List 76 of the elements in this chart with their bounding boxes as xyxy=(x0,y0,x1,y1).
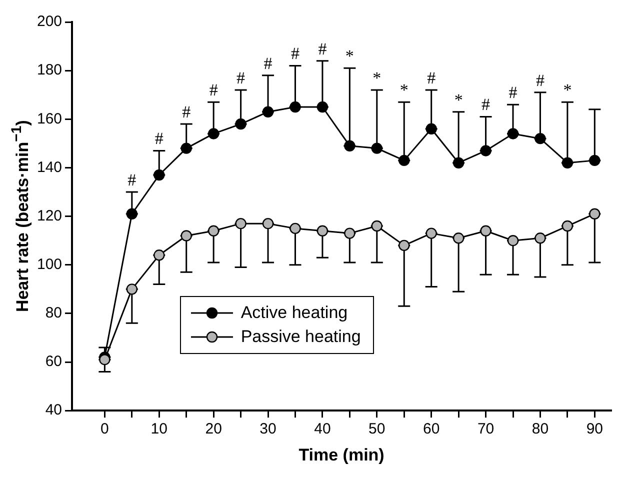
y-tick-label: 60 xyxy=(45,353,62,370)
annotation: # xyxy=(154,129,164,148)
annotation: * xyxy=(345,46,354,66)
point xyxy=(426,228,437,239)
point xyxy=(126,208,138,220)
annotation: # xyxy=(508,83,518,102)
point xyxy=(290,222,301,234)
annotation: # xyxy=(236,68,246,88)
x-tick-label: 50 xyxy=(368,420,386,438)
point xyxy=(507,128,519,140)
legend-label: Passive heating xyxy=(240,326,361,348)
x-tick-label: 30 xyxy=(260,420,276,438)
annotation: # xyxy=(318,39,328,58)
point xyxy=(235,218,246,230)
point xyxy=(180,142,192,154)
point xyxy=(371,220,382,232)
x-tick-label: 40 xyxy=(314,420,331,438)
point xyxy=(507,234,519,246)
annotation: # xyxy=(290,44,300,64)
point xyxy=(316,101,328,113)
point xyxy=(534,132,546,144)
annotation: * xyxy=(372,68,382,88)
annotation: * xyxy=(454,90,463,110)
point xyxy=(208,225,220,236)
y-tick-label: 160 xyxy=(36,110,62,128)
point xyxy=(344,140,356,152)
point xyxy=(452,157,464,168)
annotation: # xyxy=(209,80,218,100)
point xyxy=(316,225,328,236)
point xyxy=(589,208,600,220)
point xyxy=(398,240,410,252)
x-axis-title: Time (min) xyxy=(298,445,384,464)
y-tick-label: 140 xyxy=(36,158,62,176)
legend-label: Active heating xyxy=(240,302,348,324)
point xyxy=(344,228,356,239)
y-tick-label: 180 xyxy=(36,62,62,79)
annotation: # xyxy=(427,68,436,88)
annotation: # xyxy=(264,54,273,73)
y-tick-label: 40 xyxy=(45,402,62,419)
point xyxy=(589,154,600,166)
x-tick-label: 80 xyxy=(532,420,549,438)
x-tick-label: 90 xyxy=(586,420,604,438)
point xyxy=(126,284,138,295)
y-tick-label: 120 xyxy=(36,207,62,224)
annotation: # xyxy=(182,102,192,122)
point xyxy=(154,169,165,181)
annotation: # xyxy=(536,70,545,90)
point xyxy=(262,106,274,118)
point xyxy=(426,123,437,134)
point xyxy=(208,128,220,140)
annotation: * xyxy=(400,80,408,100)
y-tick-label: 80 xyxy=(45,304,62,322)
y-tick-label: 200 xyxy=(36,13,62,30)
annotation: # xyxy=(128,170,137,190)
point xyxy=(480,225,492,236)
x-tick-label: 20 xyxy=(205,420,222,438)
x-tick-label: 10 xyxy=(150,420,168,438)
point xyxy=(99,354,110,366)
point xyxy=(562,220,574,232)
point xyxy=(398,154,410,166)
point xyxy=(562,157,574,168)
point xyxy=(235,118,246,130)
y-tick-label: 100 xyxy=(36,256,62,274)
point xyxy=(534,232,546,244)
x-tick-label: 0 xyxy=(100,420,109,438)
point xyxy=(452,232,464,244)
point xyxy=(371,142,382,154)
x-tick-label: 70 xyxy=(477,420,494,438)
x-tick-label: 60 xyxy=(423,420,440,438)
point xyxy=(262,218,274,230)
annotation: # xyxy=(482,95,491,114)
point xyxy=(180,230,192,242)
point xyxy=(290,101,301,113)
point xyxy=(154,250,165,261)
annotation: * xyxy=(563,80,572,100)
point xyxy=(480,145,492,156)
